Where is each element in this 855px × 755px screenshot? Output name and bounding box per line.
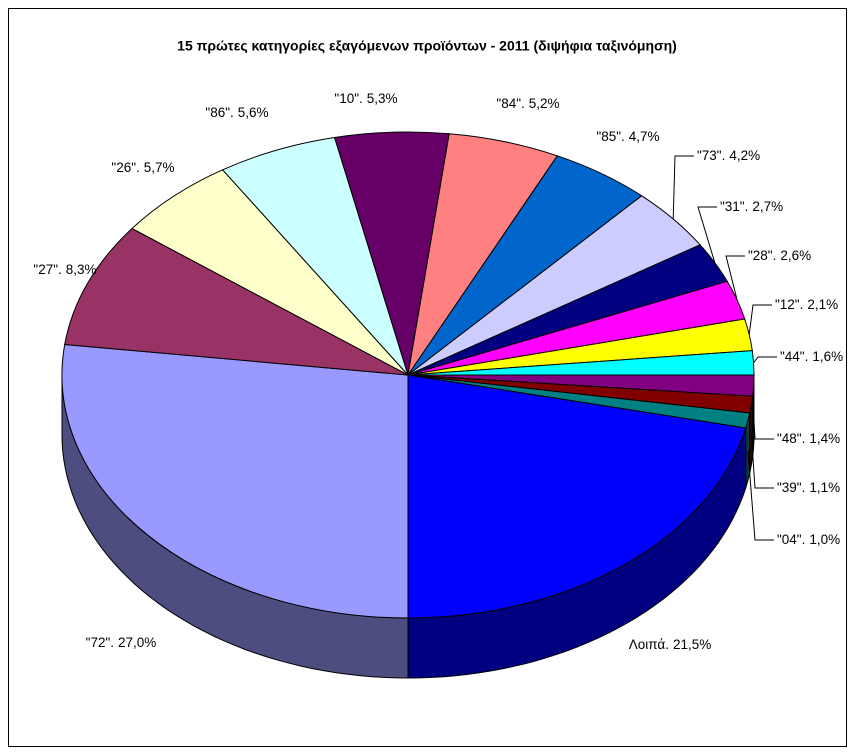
slice xyxy=(64,227,409,376)
label-category: "85". xyxy=(596,129,624,144)
leader-line xyxy=(725,255,745,301)
leader-line xyxy=(750,434,774,489)
label-value: 2,7% xyxy=(752,199,783,214)
label-category: "84". xyxy=(496,96,524,111)
label-category: "10". xyxy=(334,91,362,106)
label-category: "86". xyxy=(205,105,233,120)
label-category: "39". xyxy=(777,480,805,495)
label-category: "28". xyxy=(748,248,776,263)
slice xyxy=(407,374,747,619)
data-label: "85". 4,7% xyxy=(596,129,659,144)
leader-line xyxy=(747,450,774,541)
label-category: "26". xyxy=(111,160,139,175)
data-label: "72". 27,0% xyxy=(86,635,157,650)
data-label: Λοιπά. 21,5% xyxy=(629,637,712,652)
leader-line xyxy=(748,304,772,335)
label-value: 8,3% xyxy=(66,262,97,277)
leader-line xyxy=(753,415,774,440)
label-value: 1,0% xyxy=(809,532,840,547)
label-category: "73". xyxy=(697,148,725,163)
data-label: "84". 5,2% xyxy=(496,96,559,111)
data-label: "48". 1,4% xyxy=(777,431,840,446)
label-value: 5,3% xyxy=(367,91,398,106)
data-label: "73". 4,2% xyxy=(697,148,760,163)
label-value: 2,1% xyxy=(807,297,838,312)
label-value: 1,1% xyxy=(809,480,840,495)
data-label: "12". 2,1% xyxy=(775,297,838,312)
label-value: 21,5% xyxy=(673,637,711,652)
label-value: 5,2% xyxy=(529,96,560,111)
leader-line xyxy=(753,356,777,364)
label-value: 1,4% xyxy=(809,431,840,446)
label-value: 1,6% xyxy=(812,349,843,364)
label-value: 5,7% xyxy=(144,160,175,175)
leader-line xyxy=(672,155,694,219)
data-label: "31". 2,7% xyxy=(720,199,783,214)
label-value: 5,6% xyxy=(238,105,269,120)
label-value: 4,2% xyxy=(729,148,760,163)
label-category: "04". xyxy=(777,532,805,547)
slice xyxy=(61,343,409,619)
label-category: "27". xyxy=(33,262,61,277)
data-label: "86". 5,6% xyxy=(205,105,268,120)
data-label: "27". 8,3% xyxy=(33,262,96,277)
leader-line xyxy=(697,206,717,263)
data-label: "04". 1,0% xyxy=(777,532,840,547)
data-label: "44". 1,6% xyxy=(780,349,843,364)
data-label: "26". 5,7% xyxy=(111,160,174,175)
data-label: "28". 2,6% xyxy=(748,248,811,263)
label-category: "31". xyxy=(720,199,748,214)
label-value: 4,7% xyxy=(629,129,660,144)
label-value: 2,6% xyxy=(780,248,811,263)
label-category: "48". xyxy=(777,431,805,446)
data-label: "39". 1,1% xyxy=(777,480,840,495)
data-label: "10". 5,3% xyxy=(334,91,397,106)
label-category: "12". xyxy=(775,297,803,312)
chart-title: 15 πρώτες κατηγορίες εξαγόμενων προϊόντω… xyxy=(177,38,677,54)
label-category: "72". xyxy=(86,635,114,650)
label-value: 27,0% xyxy=(118,635,156,650)
label-category: Λοιπά. xyxy=(629,637,669,652)
label-category: "44". xyxy=(780,349,808,364)
